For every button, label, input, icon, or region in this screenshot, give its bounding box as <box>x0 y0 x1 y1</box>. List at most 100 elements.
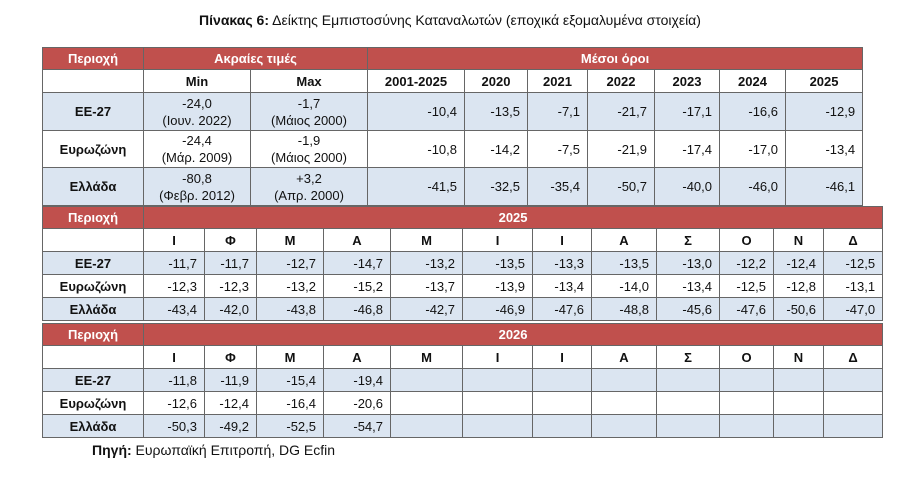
region-header: Περιοχή <box>42 47 144 70</box>
avg-cell: -10,4 <box>367 92 466 131</box>
table-row: Ελλάδα -50,3 -49,2 -52,5 -54,7 <box>42 414 884 438</box>
month-value: -12,4 <box>204 391 257 415</box>
month-value <box>591 414 657 438</box>
min-value: -24,4 <box>182 133 212 148</box>
region-cell: Ευρωζώνη <box>42 391 144 415</box>
avg-cell: -13,4 <box>785 130 864 168</box>
month-value <box>719 414 774 438</box>
month-value: -19,4 <box>323 368 391 392</box>
avg-cell: -21,9 <box>587 130 656 168</box>
month-value <box>462 368 533 392</box>
avg-cell: -17,1 <box>654 92 721 131</box>
month-value: -52,5 <box>256 414 324 438</box>
month-value <box>532 368 592 392</box>
month-value: -13,7 <box>390 274 463 298</box>
month-value <box>656 368 720 392</box>
month-value: -47,6 <box>719 297 774 321</box>
month-value: -45,6 <box>656 297 720 321</box>
month-header: Α <box>591 345 657 369</box>
month-value: -12,5 <box>822 251 884 275</box>
month-value: -12,6 <box>143 391 205 415</box>
table-row: ΕΕ-27 -11,8 -11,9 -15,4 -19,4 <box>42 368 884 392</box>
year-header: 2023 <box>654 69 721 93</box>
month-value: -47,6 <box>532 297 592 321</box>
month-header: Α <box>323 345 391 369</box>
month-value: -12,8 <box>773 274 824 298</box>
source-text: Ευρωπαϊκή Επιτροπή, DG Ecfin <box>131 442 336 458</box>
month-value: -50,3 <box>143 414 205 438</box>
max-date: (Απρ. 2000) <box>274 187 344 203</box>
month-value: -46,9 <box>462 297 533 321</box>
source-note: Πηγή: Ευρωπαϊκή Επιτροπή, DG Ecfin <box>92 442 335 458</box>
month-header: Σ <box>656 228 720 252</box>
month-header: Ι <box>143 345 205 369</box>
monthly-table-2025: Περιοχή 2025 Ι Φ Μ Α Μ Ι Ι Α Σ Ο Ν Δ ΕΕ-… <box>42 206 884 321</box>
month-value: -50,6 <box>773 297 824 321</box>
region-cell: Ευρωζώνη <box>42 130 144 168</box>
table-number: Πίνακας 6: <box>199 12 269 28</box>
month-value: -12,7 <box>256 251 324 275</box>
month-header: Μ <box>390 345 463 369</box>
region-cell: Ελλάδα <box>42 297 144 321</box>
max-header: Max <box>249 69 369 93</box>
month-value: -12,4 <box>773 251 824 275</box>
month-header: Μ <box>256 228 324 252</box>
month-value <box>656 414 720 438</box>
extreme-values-header: Ακραίες τιμές <box>142 47 369 70</box>
month-value: -12,2 <box>719 251 774 275</box>
month-value <box>462 414 533 438</box>
source-label: Πηγή: <box>92 442 132 458</box>
month-header: Α <box>591 228 657 252</box>
region-header: Περιοχή <box>42 323 144 346</box>
month-value: -13,4 <box>532 274 592 298</box>
region-cell: Ελλάδα <box>42 167 144 206</box>
avg-cell: -12,9 <box>785 92 864 131</box>
month-value <box>773 414 824 438</box>
avg-cell: -16,6 <box>719 92 787 131</box>
avg-cell: -50,7 <box>587 167 656 206</box>
max-date: (Μάιος 2000) <box>271 112 347 128</box>
month-value <box>390 391 463 415</box>
month-header: Φ <box>204 345 257 369</box>
month-value: -54,7 <box>323 414 391 438</box>
max-cell: -1,9 (Μάιος 2000) <box>249 130 369 168</box>
averages-header: Μέσοι όροι <box>367 47 864 70</box>
avg-cell: -17,0 <box>719 130 787 168</box>
avg-cell: -10,8 <box>367 130 466 168</box>
month-value: -13,0 <box>656 251 720 275</box>
region-cell: ΕΕ-27 <box>42 251 144 275</box>
min-cell: -80,8 (Φεβρ. 2012) <box>143 167 251 206</box>
month-value <box>591 391 657 415</box>
month-value: -15,4 <box>256 368 324 392</box>
month-header: Ι <box>532 228 592 252</box>
month-value: -46,8 <box>323 297 391 321</box>
month-value: -20,6 <box>323 391 391 415</box>
month-header: Ι <box>462 228 533 252</box>
month-header: Μ <box>390 228 463 252</box>
table-row: Ελλάδα -43,4 -42,0 -43,8 -46,8 -42,7 -46… <box>42 297 884 321</box>
region-cell: Ελλάδα <box>42 414 144 438</box>
month-header: Ι <box>143 228 205 252</box>
month-value <box>719 391 774 415</box>
month-value: -13,5 <box>591 251 657 275</box>
min-cell: -24,4 (Μάρ. 2009) <box>143 130 251 168</box>
month-value: -48,8 <box>591 297 657 321</box>
min-date: (Μάρ. 2009) <box>161 150 233 165</box>
month-value: -13,4 <box>656 274 720 298</box>
month-value <box>462 391 533 415</box>
month-header: Ν <box>773 345 824 369</box>
table-caption: Δείκτης Εμπιστοσύνης Καταναλωτών (εποχικ… <box>269 12 701 28</box>
month-value: -11,7 <box>204 251 257 275</box>
month-header: Μ <box>256 345 324 369</box>
table-row: ΕΕ-27 -24,0 (Ιουν. 2022) -1,7 (Μάιος 2000)… <box>42 92 864 131</box>
min-cell: -24,0 (Ιουν. 2022) <box>143 92 251 131</box>
month-value <box>719 368 774 392</box>
month-header: Ο <box>719 228 774 252</box>
region-cell: ΕΕ-27 <box>42 92 144 131</box>
month-value: -43,8 <box>256 297 324 321</box>
avg-cell: -46,1 <box>785 167 864 206</box>
month-value: -11,9 <box>204 368 257 392</box>
month-value: -12,3 <box>143 274 205 298</box>
month-value <box>773 368 824 392</box>
year-header-2026: 2026 <box>142 323 884 346</box>
